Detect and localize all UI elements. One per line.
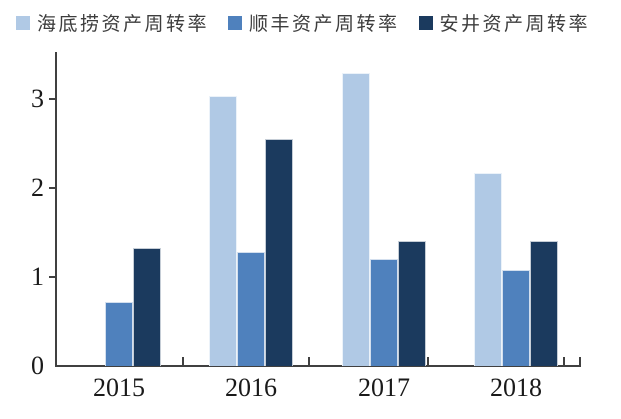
bar-2016-series-2 — [265, 139, 293, 366]
x-tick — [427, 357, 429, 365]
y-tick-label: 3 — [31, 84, 44, 113]
legend-swatch-icon — [228, 15, 243, 30]
x-category-label: 2018 — [490, 373, 542, 402]
bar-2016-series-1 — [237, 252, 265, 366]
legend-label: 安井资产周转率 — [439, 14, 591, 35]
x-category-label: 2015 — [93, 373, 145, 402]
x-category-label: 2017 — [358, 373, 410, 402]
bar-2018-series-1 — [502, 270, 530, 366]
bar-2017-series-0 — [342, 73, 370, 366]
y-tick-label: 2 — [31, 173, 44, 202]
legend-item-1: 顺丰资产周转率 — [228, 9, 400, 36]
legend-swatch-icon — [16, 15, 30, 30]
y-tick-label: 0 — [31, 351, 44, 380]
y-tick — [49, 98, 55, 100]
bar-2015-series-1 — [105, 302, 133, 366]
y-axis — [55, 52, 57, 367]
legend-label: 顺丰资产周转率 — [249, 14, 400, 35]
x-tick — [563, 357, 565, 365]
y-tick — [49, 276, 55, 278]
x-axis-end-tick — [579, 357, 581, 365]
x-category-label: 2016 — [225, 373, 277, 402]
legend-item-2: 安井资产周转率 — [418, 9, 591, 36]
bar-2017-series-1 — [370, 259, 398, 366]
chart-legend: 海底捞资产周转率 顺丰资产周转率 安井资产周转率 — [16, 9, 590, 36]
bar-2018-series-0 — [474, 173, 502, 366]
bar-2015-series-2 — [133, 248, 161, 366]
legend-item-0: 海底捞资产周转率 — [16, 9, 209, 36]
x-tick — [308, 357, 310, 365]
bar-2016-series-0 — [209, 96, 237, 366]
y-tick-label: 1 — [31, 262, 44, 291]
x-tick — [182, 357, 184, 365]
y-tick — [49, 187, 55, 189]
x-axis — [55, 365, 581, 367]
legend-swatch-icon — [418, 15, 433, 30]
legend-label: 海底捞资产周转率 — [37, 14, 210, 35]
bar-2017-series-2 — [398, 241, 426, 366]
bar-2018-series-2 — [530, 241, 558, 366]
